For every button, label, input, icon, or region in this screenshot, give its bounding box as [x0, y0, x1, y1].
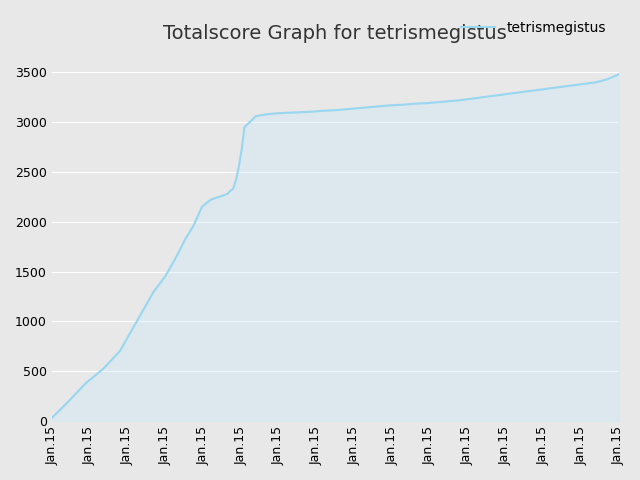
Title: Totalscore Graph for tetrismegistus: Totalscore Graph for tetrismegistus	[163, 24, 507, 43]
tetrismegistus	[604, 76, 611, 82]
Line: tetrismegistus: tetrismegistus	[52, 74, 618, 418]
tetrismegistus	[207, 197, 214, 203]
tetrismegistus	[238, 147, 246, 153]
Legend: tetrismegistus: tetrismegistus	[455, 15, 612, 40]
tetrismegistus	[181, 237, 189, 242]
tetrismegistus	[48, 415, 56, 421]
tetrismegistus	[139, 309, 147, 314]
tetrismegistus	[547, 85, 554, 91]
tetrismegistus	[614, 72, 622, 77]
